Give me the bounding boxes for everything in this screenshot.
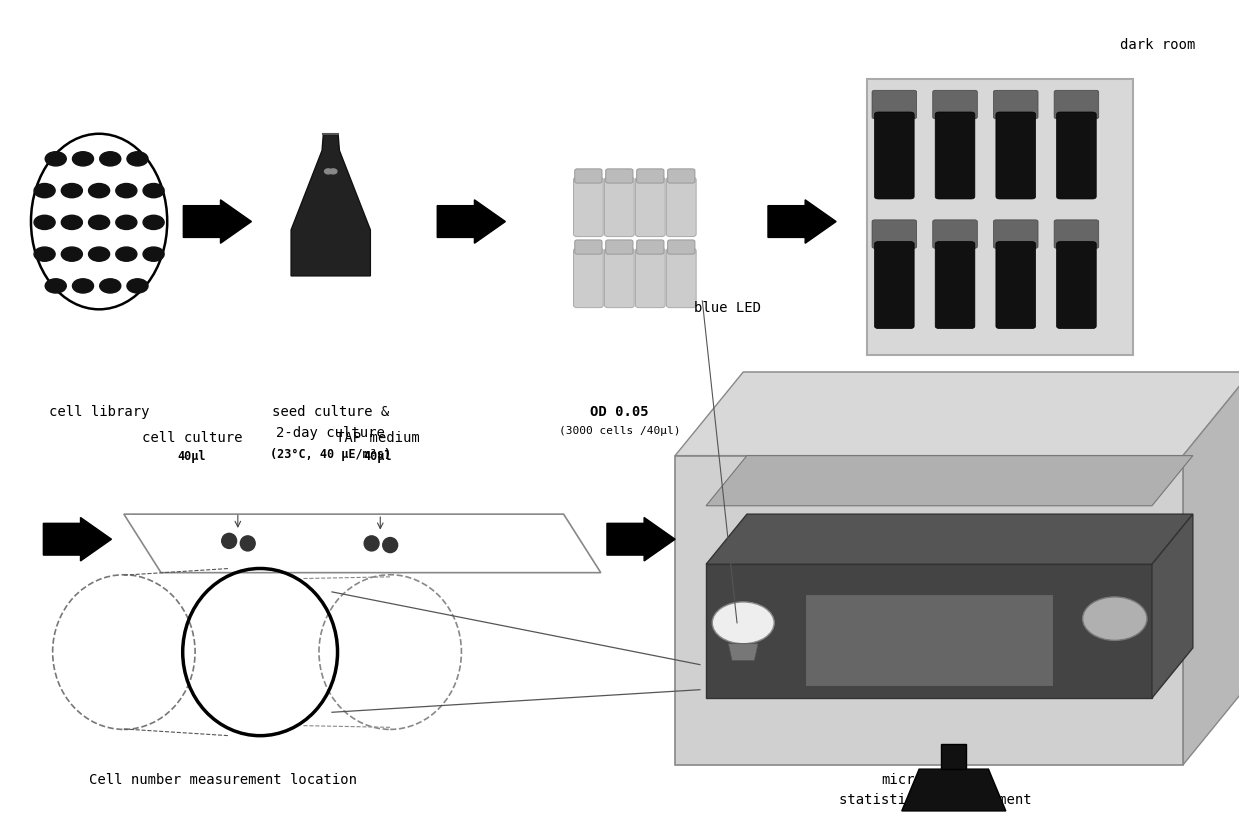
- Circle shape: [115, 247, 136, 261]
- Ellipse shape: [365, 536, 379, 551]
- FancyBboxPatch shape: [574, 177, 603, 237]
- FancyBboxPatch shape: [932, 220, 977, 248]
- FancyBboxPatch shape: [605, 169, 632, 183]
- Circle shape: [88, 247, 109, 261]
- Text: under dark condition for 1 hr: under dark condition for 1 hr: [962, 405, 1205, 420]
- FancyBboxPatch shape: [636, 240, 663, 254]
- Ellipse shape: [222, 533, 237, 548]
- Text: dark room: dark room: [1120, 38, 1195, 52]
- FancyBboxPatch shape: [1056, 112, 1096, 199]
- FancyBboxPatch shape: [667, 240, 694, 254]
- FancyBboxPatch shape: [935, 242, 975, 329]
- Circle shape: [712, 602, 774, 644]
- Circle shape: [126, 152, 148, 166]
- FancyBboxPatch shape: [574, 248, 603, 308]
- Polygon shape: [706, 456, 1193, 506]
- FancyArrow shape: [438, 200, 506, 243]
- Polygon shape: [706, 564, 1152, 698]
- FancyBboxPatch shape: [604, 177, 634, 237]
- Circle shape: [126, 279, 148, 293]
- FancyBboxPatch shape: [635, 177, 665, 237]
- FancyBboxPatch shape: [941, 744, 966, 769]
- FancyBboxPatch shape: [872, 220, 916, 248]
- Ellipse shape: [383, 538, 398, 553]
- FancyArrow shape: [43, 517, 112, 561]
- Text: TAP medium: TAP medium: [336, 431, 419, 445]
- Text: Cell number measurement location: Cell number measurement location: [89, 773, 357, 788]
- Circle shape: [72, 152, 93, 166]
- Circle shape: [61, 216, 82, 229]
- FancyBboxPatch shape: [1054, 220, 1099, 248]
- Text: seed culture &: seed culture &: [272, 405, 389, 420]
- FancyBboxPatch shape: [1054, 90, 1099, 119]
- FancyBboxPatch shape: [575, 169, 601, 183]
- FancyBboxPatch shape: [874, 242, 914, 329]
- FancyBboxPatch shape: [635, 248, 665, 308]
- Polygon shape: [291, 135, 371, 276]
- FancyBboxPatch shape: [575, 240, 601, 254]
- FancyBboxPatch shape: [932, 90, 977, 119]
- Circle shape: [115, 216, 136, 229]
- Circle shape: [143, 184, 164, 198]
- Polygon shape: [1183, 372, 1240, 765]
- Circle shape: [61, 184, 82, 198]
- Circle shape: [115, 184, 136, 198]
- Text: OD 0.05: OD 0.05: [590, 405, 649, 420]
- FancyBboxPatch shape: [604, 248, 634, 308]
- FancyBboxPatch shape: [1056, 242, 1096, 329]
- FancyBboxPatch shape: [993, 90, 1038, 119]
- FancyBboxPatch shape: [996, 112, 1035, 199]
- Text: blue LED: blue LED: [693, 301, 760, 315]
- Circle shape: [33, 184, 55, 198]
- FancyBboxPatch shape: [666, 248, 696, 308]
- Text: (3000 cells /40μl): (3000 cells /40μl): [558, 426, 680, 436]
- FancyBboxPatch shape: [666, 177, 696, 237]
- Polygon shape: [675, 372, 1240, 456]
- Circle shape: [33, 216, 55, 229]
- Circle shape: [61, 247, 82, 261]
- Text: cell culture: cell culture: [141, 431, 242, 445]
- Ellipse shape: [241, 536, 255, 551]
- Circle shape: [143, 247, 164, 261]
- Circle shape: [33, 247, 55, 261]
- Circle shape: [99, 152, 120, 166]
- Circle shape: [143, 216, 164, 229]
- Circle shape: [72, 279, 93, 293]
- Circle shape: [45, 279, 66, 293]
- Polygon shape: [901, 769, 1006, 811]
- Circle shape: [330, 169, 337, 174]
- FancyBboxPatch shape: [667, 169, 694, 183]
- FancyBboxPatch shape: [874, 112, 914, 199]
- Polygon shape: [1152, 514, 1193, 698]
- Polygon shape: [743, 372, 1240, 681]
- FancyBboxPatch shape: [605, 240, 632, 254]
- Text: 2-day culture: 2-day culture: [277, 426, 386, 441]
- FancyBboxPatch shape: [996, 242, 1035, 329]
- FancyBboxPatch shape: [872, 90, 916, 119]
- Text: statistical measurement: statistical measurement: [839, 793, 1032, 807]
- Circle shape: [45, 152, 66, 166]
- FancyArrow shape: [184, 200, 252, 243]
- Polygon shape: [706, 514, 1193, 564]
- Text: 40μl: 40μl: [363, 450, 392, 463]
- Circle shape: [1083, 597, 1147, 640]
- Circle shape: [325, 169, 332, 174]
- Polygon shape: [675, 456, 1183, 765]
- FancyArrow shape: [768, 200, 836, 243]
- FancyBboxPatch shape: [805, 594, 1053, 686]
- FancyBboxPatch shape: [993, 220, 1038, 248]
- FancyBboxPatch shape: [935, 112, 975, 199]
- Text: (23°C, 40 μE/m²s): (23°C, 40 μE/m²s): [270, 448, 392, 461]
- Polygon shape: [728, 644, 758, 660]
- FancyArrow shape: [606, 517, 675, 561]
- Circle shape: [99, 279, 120, 293]
- FancyBboxPatch shape: [867, 79, 1133, 355]
- FancyBboxPatch shape: [636, 169, 663, 183]
- Circle shape: [88, 216, 109, 229]
- Text: 40μl: 40μl: [177, 450, 206, 463]
- Text: cell library: cell library: [48, 405, 149, 420]
- Circle shape: [88, 184, 109, 198]
- Text: microscope: microscope: [880, 773, 965, 788]
